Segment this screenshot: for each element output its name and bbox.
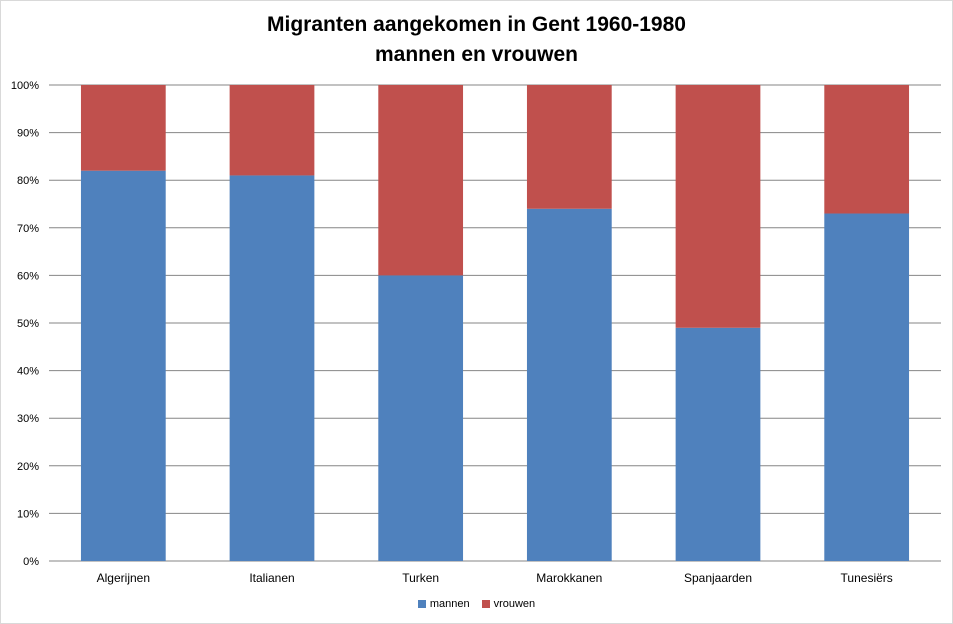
x-category-label: Algerijnen <box>97 571 150 585</box>
bar-segment-vrouwen <box>378 85 464 276</box>
chart-title: Migranten aangekomen in Gent 1960-1980 <box>267 13 686 36</box>
bar-segment-mannen <box>80 170 166 561</box>
bar-segment-mannen <box>378 275 464 561</box>
bar-segment-mannen <box>675 327 761 561</box>
x-category-label: Italianen <box>249 571 294 585</box>
y-tick-label: 80% <box>17 175 39 187</box>
bar-segment-vrouwen <box>824 85 910 214</box>
legend-swatch <box>417 600 426 609</box>
axis-labels: 0% 10% 20% 30% 40% 50% 60% 70% 80% 90% 100% Algerij… <box>11 80 893 585</box>
y-tick-label: 50% <box>17 318 39 330</box>
y-tick-label: 90% <box>17 128 39 140</box>
y-tick-label: 100% <box>11 80 39 92</box>
legend-label: mannen <box>429 598 470 610</box>
bar-segment-vrouwen <box>80 85 166 171</box>
legend-item: vrouwen <box>481 598 536 610</box>
y-tick-label: 30% <box>17 413 39 425</box>
legend-label: vrouwen <box>493 598 536 610</box>
bar-segment-mannen <box>824 213 910 561</box>
gridlines <box>49 84 941 562</box>
bar-segment-vrouwen <box>675 85 761 328</box>
y-tick-label: 10% <box>17 508 39 520</box>
y-tick-label: 40% <box>17 366 39 378</box>
bar-segment-vrouwen <box>526 85 612 209</box>
y-tick-label: 20% <box>17 461 39 473</box>
bar-segment-mannen <box>526 208 612 561</box>
bar-segment-vrouwen <box>229 85 315 176</box>
x-category-label: Tunesiërs <box>841 571 893 585</box>
x-category-label: Marokkanen <box>536 571 602 585</box>
y-tick-label: 60% <box>17 270 39 282</box>
bars <box>80 85 910 561</box>
legend: mannen vrouwen <box>1 598 952 610</box>
legend-item: mannen <box>417 598 470 610</box>
legend-swatch <box>481 600 490 609</box>
y-tick-label: 0% <box>23 556 39 568</box>
plot-area: 0% 10% 20% 30% 40% 50% 60% 70% 80% 90% 100% Algerij… <box>11 80 941 585</box>
y-tick-label: 70% <box>17 223 39 235</box>
x-category-label: Spanjaarden <box>684 571 752 585</box>
x-category-label: Turken <box>402 571 439 585</box>
bar-segment-mannen <box>229 175 315 561</box>
chart-subtitle: mannen en vrouwen <box>374 43 579 66</box>
